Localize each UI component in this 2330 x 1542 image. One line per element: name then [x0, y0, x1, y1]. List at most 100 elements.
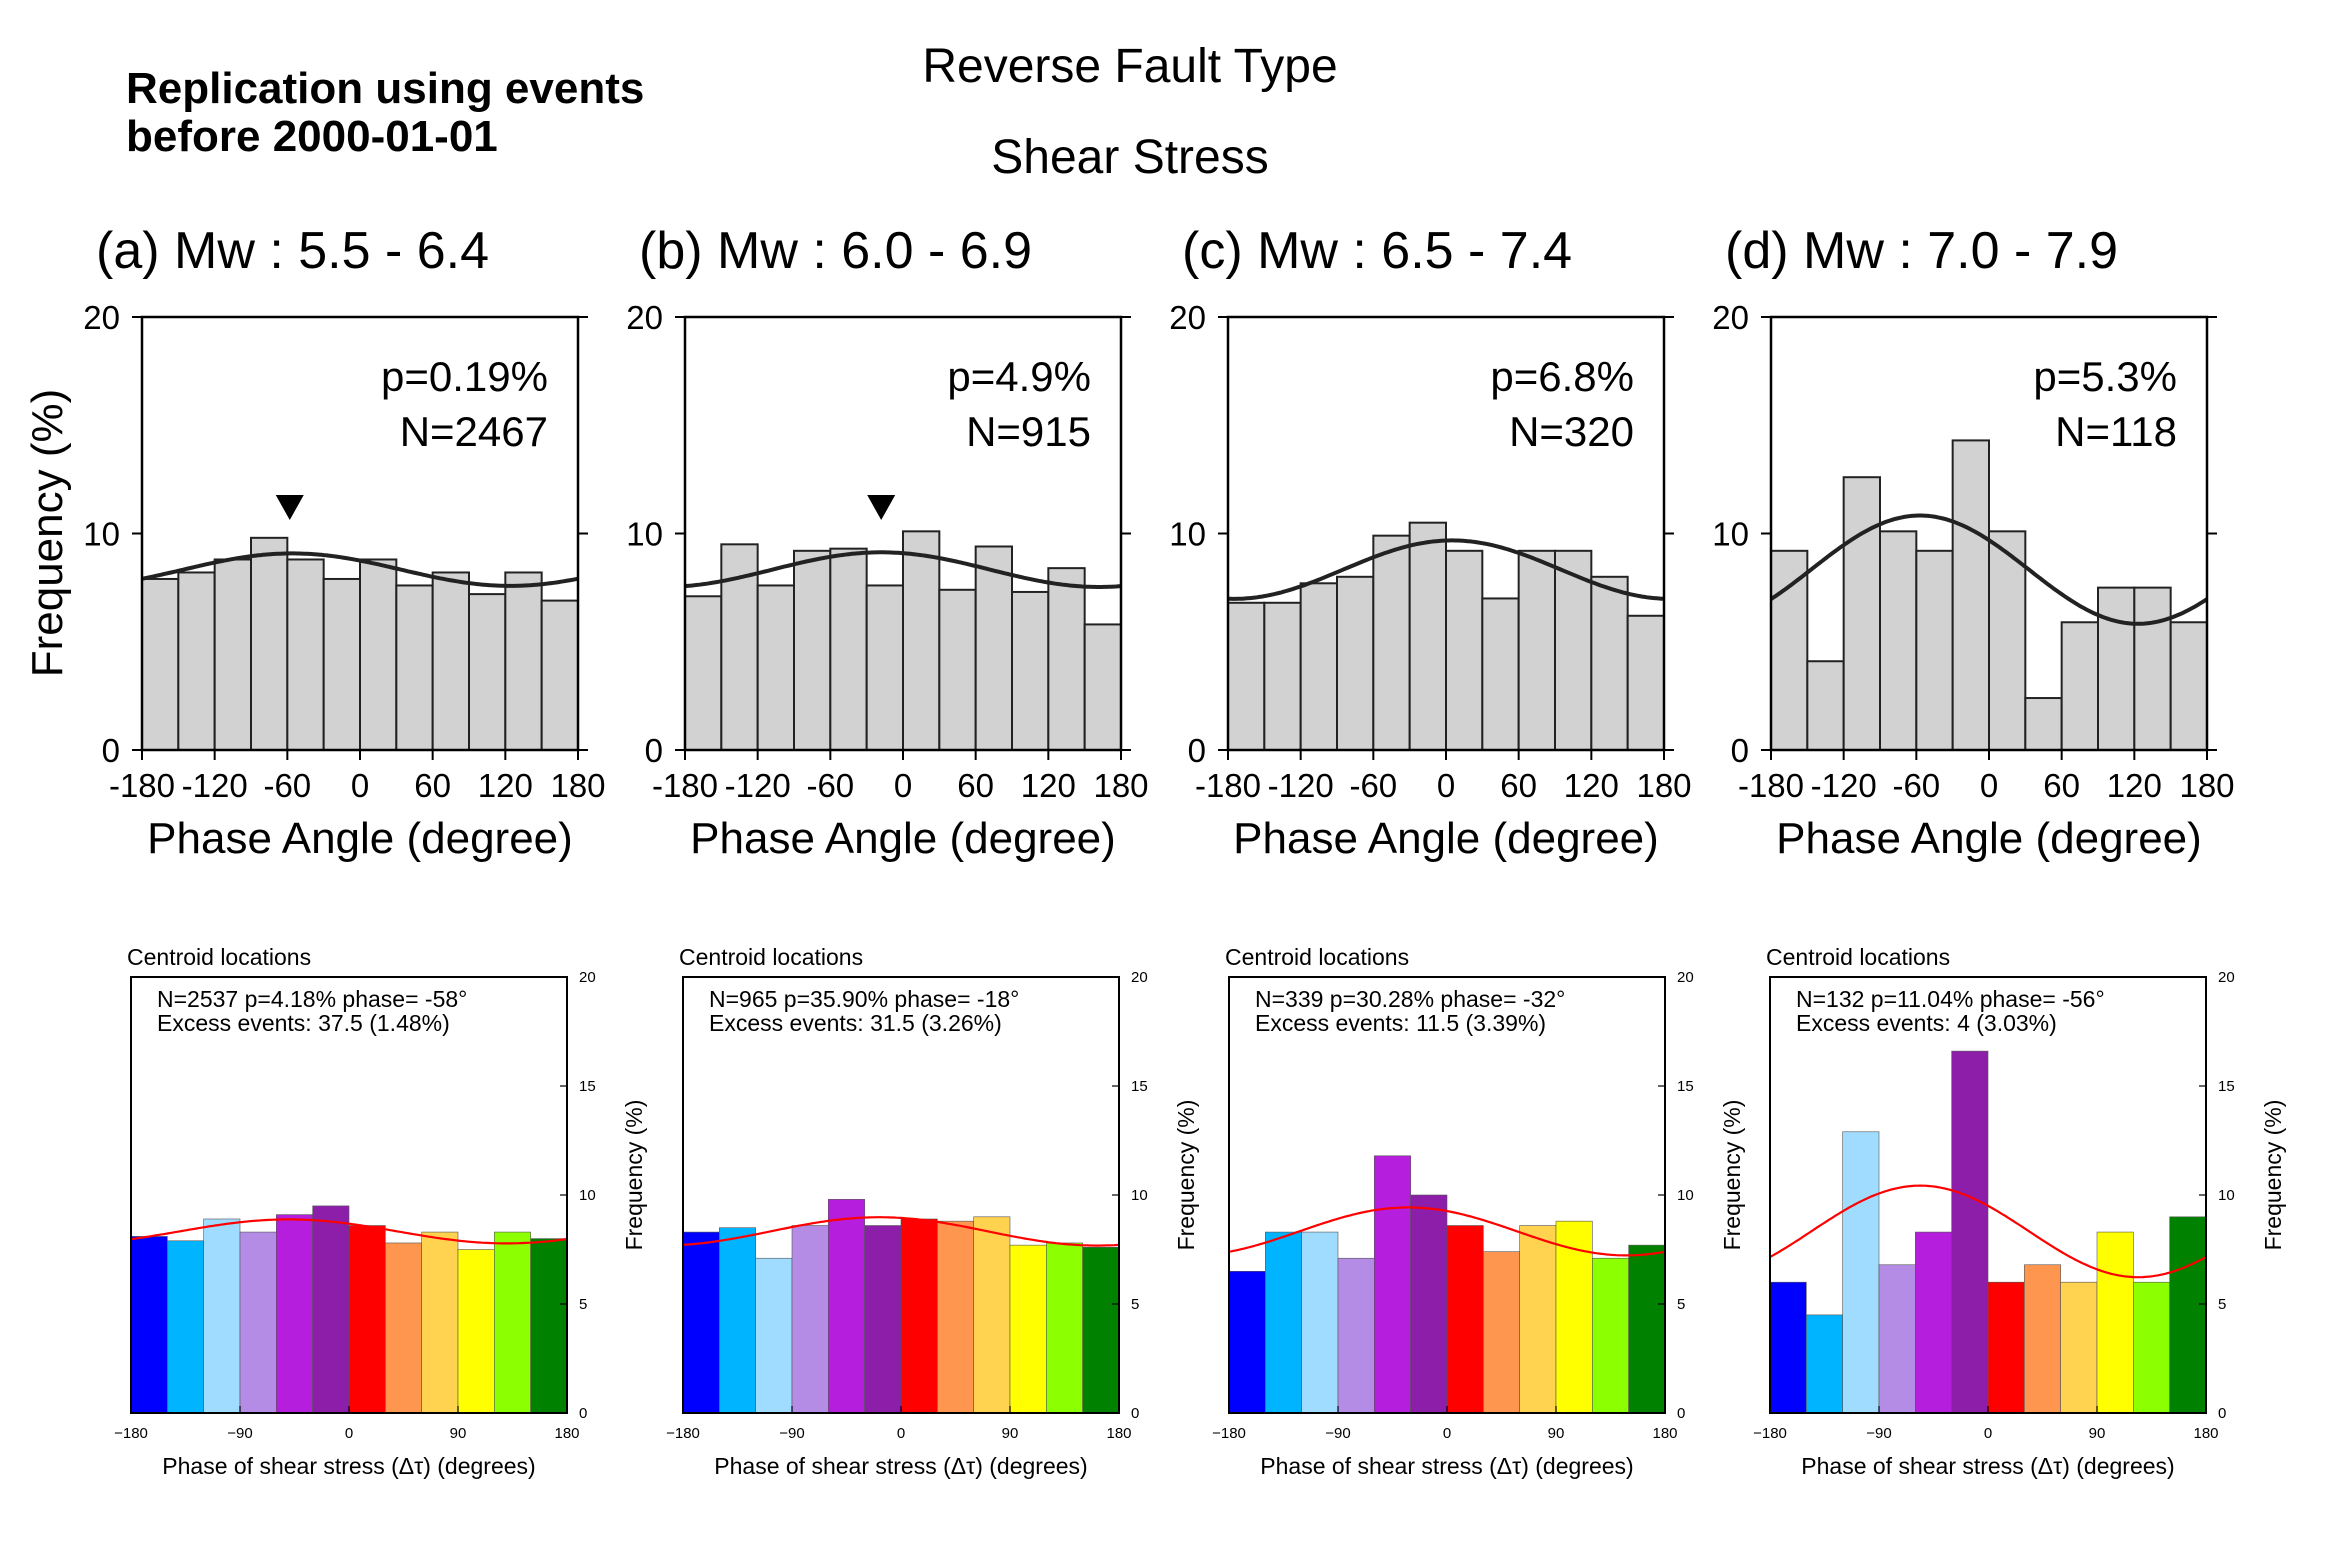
- panel-title: (a) Mw : 5.5 - 6.4: [96, 222, 489, 280]
- bar: [791, 1225, 829, 1414]
- bar: [203, 1218, 241, 1414]
- p-value: p=4.9%: [947, 353, 1091, 400]
- x-tick-label: 90: [1002, 1425, 1019, 1442]
- fit-curve: [1769, 513, 2209, 626]
- y-axis-label: Frequency (%): [1173, 1100, 1199, 1251]
- bar: [1011, 590, 1050, 752]
- bar: [1988, 530, 2027, 752]
- bar: [1445, 549, 1484, 751]
- bar: [865, 584, 905, 752]
- bar: [213, 558, 253, 751]
- x-axis-label: Phase of shear stress (Δτ) (degrees): [1260, 1453, 1633, 1479]
- bar: [1517, 549, 1556, 751]
- stats-line-1: N=132 p=11.04% phase= -56°: [1796, 986, 2105, 1012]
- x-tick-label: 180: [554, 1425, 579, 1442]
- bar: [2096, 1231, 2134, 1414]
- p-value: p=5.3%: [2033, 353, 2177, 400]
- y-tick-label: 10: [2218, 1187, 2235, 1204]
- y-tick-label: 0: [2218, 1405, 2226, 1422]
- y-tick-label: 10: [83, 516, 120, 553]
- x-tick-label: -120: [1811, 767, 1877, 804]
- note-line-1: Replication using events: [126, 64, 644, 113]
- panel-title: Centroid locations: [1766, 944, 1950, 970]
- phase-marker: [867, 495, 896, 520]
- bar: [1408, 521, 1447, 751]
- bar: [1842, 476, 1881, 751]
- x-tick-label: 0: [345, 1425, 353, 1442]
- n-count: N=915: [966, 408, 1091, 455]
- bar: [2024, 1264, 2061, 1414]
- bar: [974, 545, 1014, 751]
- y-axis-label: Frequency (%): [1719, 1100, 1745, 1251]
- x-tick-label: 60: [1500, 767, 1537, 804]
- bar: [1263, 601, 1302, 752]
- bar: [1082, 1247, 1120, 1414]
- y-tick-label: 5: [1131, 1296, 1139, 1313]
- x-axis-label: Phase of shear stress (Δτ) (degrees): [714, 1453, 1087, 1479]
- bar: [1806, 660, 1845, 751]
- bar: [2060, 1281, 2098, 1414]
- x-tick-label: -180: [652, 767, 718, 804]
- y-tick-label: 10: [1712, 516, 1749, 553]
- x-axis-label: Phase Angle (degree): [147, 814, 573, 863]
- figure-subtitle: Shear Stress: [991, 131, 1268, 184]
- bar: [1590, 575, 1629, 751]
- bar: [1481, 597, 1520, 752]
- stats-line-1: N=965 p=35.90% phase= -18°: [709, 986, 1019, 1012]
- top-panel-1: -180 -120 -60 0 60 120 180 0 10 20 (a) Mw : 5.5 - …: [23, 222, 606, 863]
- x-tick-label: −180: [1212, 1425, 1246, 1442]
- x-tick-label: -120: [182, 767, 248, 804]
- x-tick-label: −180: [1753, 1425, 1787, 1442]
- bar: [864, 1225, 902, 1414]
- bar: [2169, 621, 2209, 752]
- x-tick-label: 0: [351, 767, 369, 804]
- x-tick-label: 90: [2089, 1425, 2106, 1442]
- bar: [902, 530, 941, 752]
- panel-title: Centroid locations: [127, 944, 311, 970]
- n-count: N=320: [1509, 408, 1634, 455]
- bar: [2133, 1281, 2170, 1414]
- phase-marker: [275, 495, 304, 520]
- bar: [1410, 1194, 1448, 1414]
- x-tick-label: -60: [1349, 767, 1397, 804]
- bar: [276, 1214, 313, 1414]
- bar: [1046, 1242, 1083, 1414]
- y-axis-label: Frequency (%): [2260, 1100, 2286, 1251]
- x-tick-label: -180: [1195, 767, 1261, 804]
- panel-title: (d) Mw : 7.0 - 7.9: [1725, 222, 2118, 280]
- top-panel-4: -180 -120 -60 0 60 120 180 0 10 20 (d) Mw : 7.0 - …: [1712, 222, 2234, 863]
- y-tick-label: 10: [1169, 516, 1206, 553]
- x-axis-label: Phase Angle (degree): [1233, 814, 1659, 863]
- top-panel-3: -180 -120 -60 0 60 120 180 0 10 20 (c) Mw : 6.5 - …: [1169, 222, 1691, 863]
- y-tick-label: 15: [2218, 1078, 2235, 1095]
- x-axis-label: Phase Angle (degree): [1776, 814, 2202, 863]
- y-tick-label: 15: [579, 1078, 596, 1095]
- x-tick-label: 60: [414, 767, 451, 804]
- x-tick-label: 180: [550, 767, 605, 804]
- bar: [1987, 1281, 2025, 1414]
- bar: [1951, 1050, 1989, 1414]
- y-tick-label: 20: [1169, 299, 1206, 336]
- bar: [457, 1249, 495, 1414]
- bar: [2133, 586, 2172, 751]
- bar: [1915, 549, 1954, 751]
- x-tick-label: 60: [2043, 767, 2080, 804]
- y-tick-label: 0: [1731, 732, 1749, 769]
- y-tick-label: 0: [1188, 732, 1206, 769]
- stats-line-2: Excess events: 31.5 (3.26%): [709, 1010, 1002, 1036]
- bar: [1265, 1231, 1302, 1414]
- stats-line-1: N=2537 p=4.18% phase= -58°: [157, 986, 467, 1012]
- fit-curve: [684, 550, 1122, 589]
- bar: [829, 547, 868, 752]
- bar: [177, 571, 216, 751]
- bar: [359, 558, 398, 751]
- x-axis-label: Phase Angle (degree): [690, 814, 1116, 863]
- bar: [1915, 1231, 1952, 1414]
- bar: [719, 1227, 756, 1414]
- fit-curve: [141, 551, 579, 588]
- stats-line-2: Excess events: 11.5 (3.39%): [1255, 1010, 1546, 1036]
